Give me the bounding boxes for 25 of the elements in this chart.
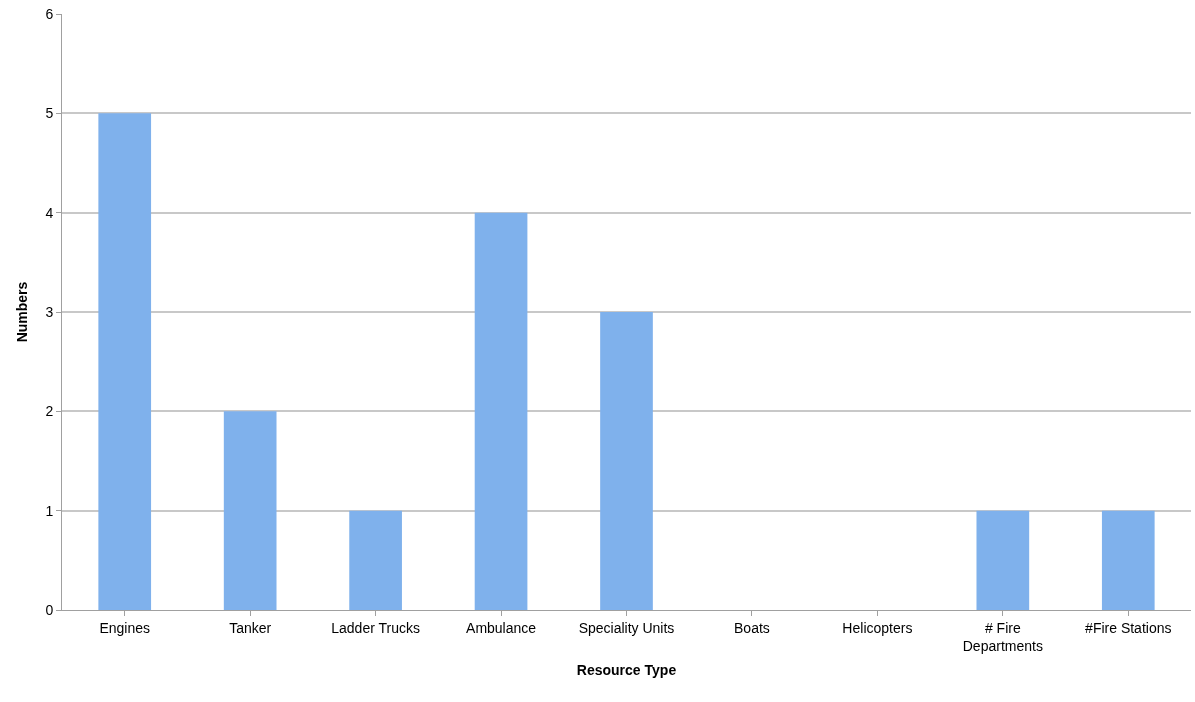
x-tick-label: Speciality Units bbox=[578, 619, 675, 636]
y-tick-label: 3 bbox=[45, 303, 54, 320]
x-tick-label: Ambulance bbox=[466, 619, 537, 636]
bar bbox=[223, 411, 277, 610]
y-tick-label: 1 bbox=[45, 502, 54, 519]
y-tick-label: 2 bbox=[45, 403, 54, 420]
bar bbox=[349, 510, 402, 610]
y-tick-label: 0 bbox=[45, 601, 54, 618]
x-tick-label: Engines bbox=[99, 619, 151, 636]
x-tick-label: Ladder Trucks bbox=[331, 619, 420, 636]
x-axis-title: Resource Type bbox=[576, 662, 677, 679]
x-tick-label: # Fire Departments bbox=[962, 619, 1043, 654]
y-tick-label: 6 bbox=[45, 5, 54, 22]
bar bbox=[976, 510, 1030, 610]
y-tick-label: 4 bbox=[45, 204, 54, 221]
x-tick-label: Tanker bbox=[229, 619, 272, 636]
bar bbox=[1101, 510, 1155, 610]
bar bbox=[474, 212, 528, 610]
y-tick-label: 5 bbox=[45, 105, 54, 122]
bar bbox=[600, 312, 653, 610]
bar bbox=[98, 113, 152, 610]
x-tick-label: Helicopters bbox=[842, 619, 913, 636]
x-tick-label: Boats bbox=[734, 619, 770, 636]
y-axis-title: Numbers bbox=[14, 281, 30, 343]
x-tick-label: #Fire Stations bbox=[1085, 619, 1172, 636]
